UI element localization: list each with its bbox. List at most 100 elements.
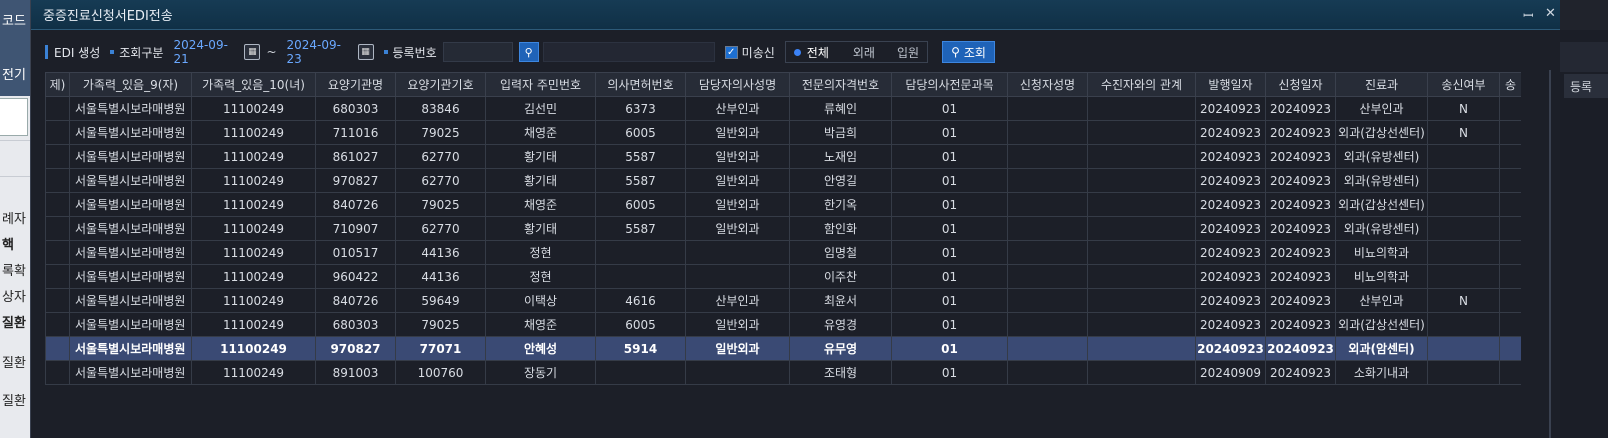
table-cell	[45, 192, 70, 217]
table-cell	[1499, 312, 1521, 337]
column-header[interactable]: 담당의사전문과목	[891, 72, 1008, 97]
table-row[interactable]: 서울특별시보라매병원 11100249 970827 77071 안혜성 5914 일반외과…	[45, 336, 1521, 361]
table-cell: 861027	[315, 144, 396, 169]
calendar-icon[interactable]: ▦	[357, 44, 374, 60]
table-cell: 5587	[595, 144, 686, 169]
date-from-field[interactable]: 2024-09-21	[173, 38, 228, 66]
table-cell: 산부인과	[685, 96, 790, 121]
table-row[interactable]: 서울특별시보라매병원 11100249 840726 79025 채영준 6005 일반외과…	[45, 192, 1521, 217]
bg-text-8: 질환	[2, 356, 26, 371]
edi-generate-label[interactable]: EDI 생성	[54, 45, 101, 60]
calendar-icon[interactable]: ▦	[244, 44, 261, 60]
query-button[interactable]: ⚲ 조회	[942, 41, 995, 63]
table-cell: 11100249	[191, 312, 316, 337]
column-header[interactable]: 의사면허번호	[595, 72, 686, 97]
table-cell	[1499, 96, 1521, 121]
column-header[interactable]: 가족력_있음_9(자)	[69, 72, 192, 97]
table-cell: 일반외과	[685, 168, 790, 193]
table-cell	[1087, 312, 1196, 337]
dialog-titlebar[interactable]: 중증진료신청서EDI전송 ꟷ ✕	[31, 0, 1560, 30]
table-cell: 20240923	[1195, 192, 1266, 217]
table-cell: 01	[891, 264, 1008, 289]
grid-splitter[interactable]	[1549, 70, 1551, 438]
table-cell: 서울특별시보라매병원	[69, 168, 192, 193]
table-cell: 62770	[395, 144, 486, 169]
table-cell: 01	[891, 360, 1008, 385]
table-cell	[1499, 360, 1521, 385]
table-cell	[1427, 168, 1500, 193]
table-row[interactable]: 서울특별시보라매병원 11100249 960422 44136 정현 이주찬 01 2024…	[45, 264, 1521, 289]
table-cell	[1007, 360, 1088, 385]
radio-outpatient[interactable]: 외래	[852, 45, 875, 60]
background-right-panel: 등록	[1560, 30, 1608, 438]
table-cell	[1087, 120, 1196, 145]
table-cell: 01	[891, 144, 1008, 169]
table-cell: 11100249	[191, 192, 316, 217]
date-separator: ~	[266, 45, 277, 59]
table-row[interactable]: 서울특별시보라매병원 11100249 710907 62770 황기태 5587 일반외과…	[45, 216, 1521, 241]
table-cell: 01	[891, 288, 1008, 313]
column-header[interactable]: 수진자와의 관계	[1087, 72, 1196, 97]
bg-text-2: 전기	[2, 68, 26, 83]
date-to-field[interactable]: 2024-09-23	[286, 38, 341, 66]
table-cell	[1499, 336, 1521, 361]
table-cell	[1499, 120, 1521, 145]
table-cell	[1499, 216, 1521, 241]
column-header[interactable]: 신청일자	[1265, 72, 1336, 97]
table-row[interactable]: 서울특별시보라매병원 11100249 840726 59649 이택상 4616 산부인과…	[45, 288, 1521, 313]
column-header[interactable]: 담당자의사성명	[685, 72, 790, 97]
table-cell	[1007, 288, 1088, 313]
table-row[interactable]: 서울특별시보라매병원 11100249 861027 62770 황기태 5587 일반외과…	[45, 144, 1521, 169]
table-cell	[1427, 192, 1500, 217]
table-cell: 970827	[315, 336, 396, 361]
table-cell: 840726	[315, 192, 396, 217]
column-header[interactable]: 송신여부	[1427, 72, 1500, 97]
column-header[interactable]: 요양기관명	[315, 72, 396, 97]
table-cell: 010517	[315, 240, 396, 265]
table-cell: 20240923	[1265, 192, 1336, 217]
table-cell: 44136	[395, 264, 486, 289]
table-cell	[595, 240, 686, 265]
table-cell: 79025	[395, 192, 486, 217]
table-cell	[1007, 96, 1088, 121]
radio-all[interactable]: 전체	[806, 45, 829, 60]
radio-selected-icon[interactable]	[793, 48, 801, 56]
column-header[interactable]: 송	[1499, 72, 1521, 97]
table-cell	[1087, 96, 1196, 121]
table-cell: 함인화	[789, 216, 892, 241]
unsent-checkbox[interactable]: ✓	[724, 45, 738, 59]
pin-icon[interactable]: ꟷ	[1523, 9, 1534, 24]
table-row[interactable]: 서울특별시보라매병원 11100249 891003 100760 장동기 조태형 01 20…	[45, 360, 1521, 385]
table-cell	[1427, 240, 1500, 265]
table-cell: 장동기	[485, 360, 596, 385]
column-header[interactable]: 신청자성명	[1007, 72, 1088, 97]
patient-name-field[interactable]	[542, 42, 715, 62]
table-cell: 20240923	[1195, 336, 1266, 361]
table-cell	[1499, 264, 1521, 289]
table-row[interactable]: 서울특별시보라매병원 11100249 680303 79025 채영준 6005 일반외과…	[45, 312, 1521, 337]
column-header[interactable]: 전문의자격번호	[789, 72, 892, 97]
table-cell: 5587	[595, 168, 686, 193]
table-cell: 11100249	[191, 360, 316, 385]
table-row[interactable]: 서울특별시보라매병원 11100249 680303 83846 김선민 6373 산부인과…	[45, 96, 1521, 121]
table-row[interactable]: 서울특별시보라매병원 11100249 711016 79025 채영준 6005 일반외과…	[45, 120, 1521, 145]
column-header[interactable]: 가족력_있음_10(녀)	[191, 72, 316, 97]
column-header[interactable]: 발행일자	[1195, 72, 1266, 97]
column-header[interactable]: 진료과	[1335, 72, 1428, 97]
column-header[interactable]: 요양기관기호	[395, 72, 486, 97]
search-icon[interactable]: ⚲	[518, 42, 539, 62]
result-grid[interactable]: 제) 가족력_있음_9(자) 가족력_있음_10(녀) 요양기관명 요양기관기호 입력자 …	[45, 72, 1521, 438]
close-icon[interactable]: ✕	[1545, 6, 1556, 21]
table-cell: 황기태	[485, 144, 596, 169]
radio-inpatient[interactable]: 입원	[896, 45, 920, 60]
edi-dialog: 중증진료신청서EDI전송 ꟷ ✕ EDI 생성 조회구분 2024-09-21 …	[30, 0, 1560, 438]
table-row[interactable]: 서울특별시보라매병원 11100249 970827 62770 황기태 5587 일반외과…	[45, 168, 1521, 193]
table-cell: 20240923	[1265, 96, 1336, 121]
table-cell: 680303	[315, 312, 396, 337]
column-header[interactable]: 입력자 주민번호	[485, 72, 596, 97]
column-header[interactable]: 제)	[45, 72, 70, 97]
registration-input[interactable]	[442, 42, 513, 62]
table-cell: 77071	[395, 336, 486, 361]
table-row[interactable]: 서울특별시보라매병원 11100249 010517 44136 정현 임명철 01 2024…	[45, 240, 1521, 265]
table-cell: 한기옥	[789, 192, 892, 217]
